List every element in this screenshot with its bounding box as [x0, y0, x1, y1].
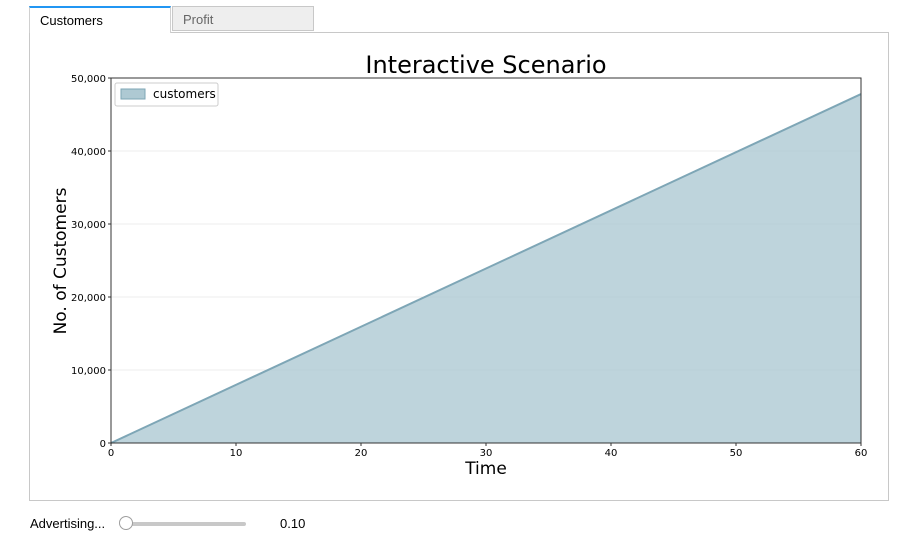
chart-panel: 0 10 20 30 40 50 60 0 10,000 20,000 30,000 40,000 5…: [29, 32, 889, 501]
legend-label: customers: [153, 87, 216, 101]
x-tick-label: 50: [730, 448, 743, 459]
tab-profit[interactable]: Profit: [172, 6, 314, 31]
legend: customers: [114, 82, 219, 107]
y-tick-label: 30,000: [71, 220, 106, 231]
slider-label: Advertising...: [30, 516, 106, 531]
tab-customers[interactable]: Customers: [29, 6, 171, 33]
slider-value: 0.10: [280, 516, 306, 531]
x-axis-label: Time: [464, 459, 507, 479]
y-axis-ticks: 0 10,000 20,000 30,000 40,000 50,000: [71, 74, 111, 450]
x-tick-label: 60: [855, 448, 868, 459]
chart-title: Interactive Scenario: [365, 51, 606, 79]
x-tick-label: 40: [605, 448, 618, 459]
y-tick-label: 0: [100, 439, 106, 450]
legend-swatch: [120, 88, 146, 100]
y-axis-label: No. of Customers: [51, 187, 71, 334]
x-tick-label: 20: [355, 448, 368, 459]
slider-handle[interactable]: [119, 516, 133, 530]
x-tick-label: 10: [230, 448, 243, 459]
x-axis-ticks: 0 10 20 30 40 50 60: [108, 443, 868, 459]
x-tick-label: 30: [480, 448, 493, 459]
y-tick-label: 20,000: [71, 293, 106, 304]
y-tick-label: 50,000: [71, 74, 106, 85]
y-tick-label: 10,000: [71, 366, 106, 377]
advertising-slider-row: Advertising... 0.10: [30, 514, 430, 536]
slider-track[interactable]: [128, 522, 246, 526]
x-tick-label: 0: [108, 448, 114, 459]
customers-line: [110, 93, 862, 444]
customers-area-chart: 0 10 20 30 40 50 60 0 10,000 20,000 30,000 40,000 5…: [51, 51, 868, 479]
y-tick-label: 40,000: [71, 147, 106, 158]
